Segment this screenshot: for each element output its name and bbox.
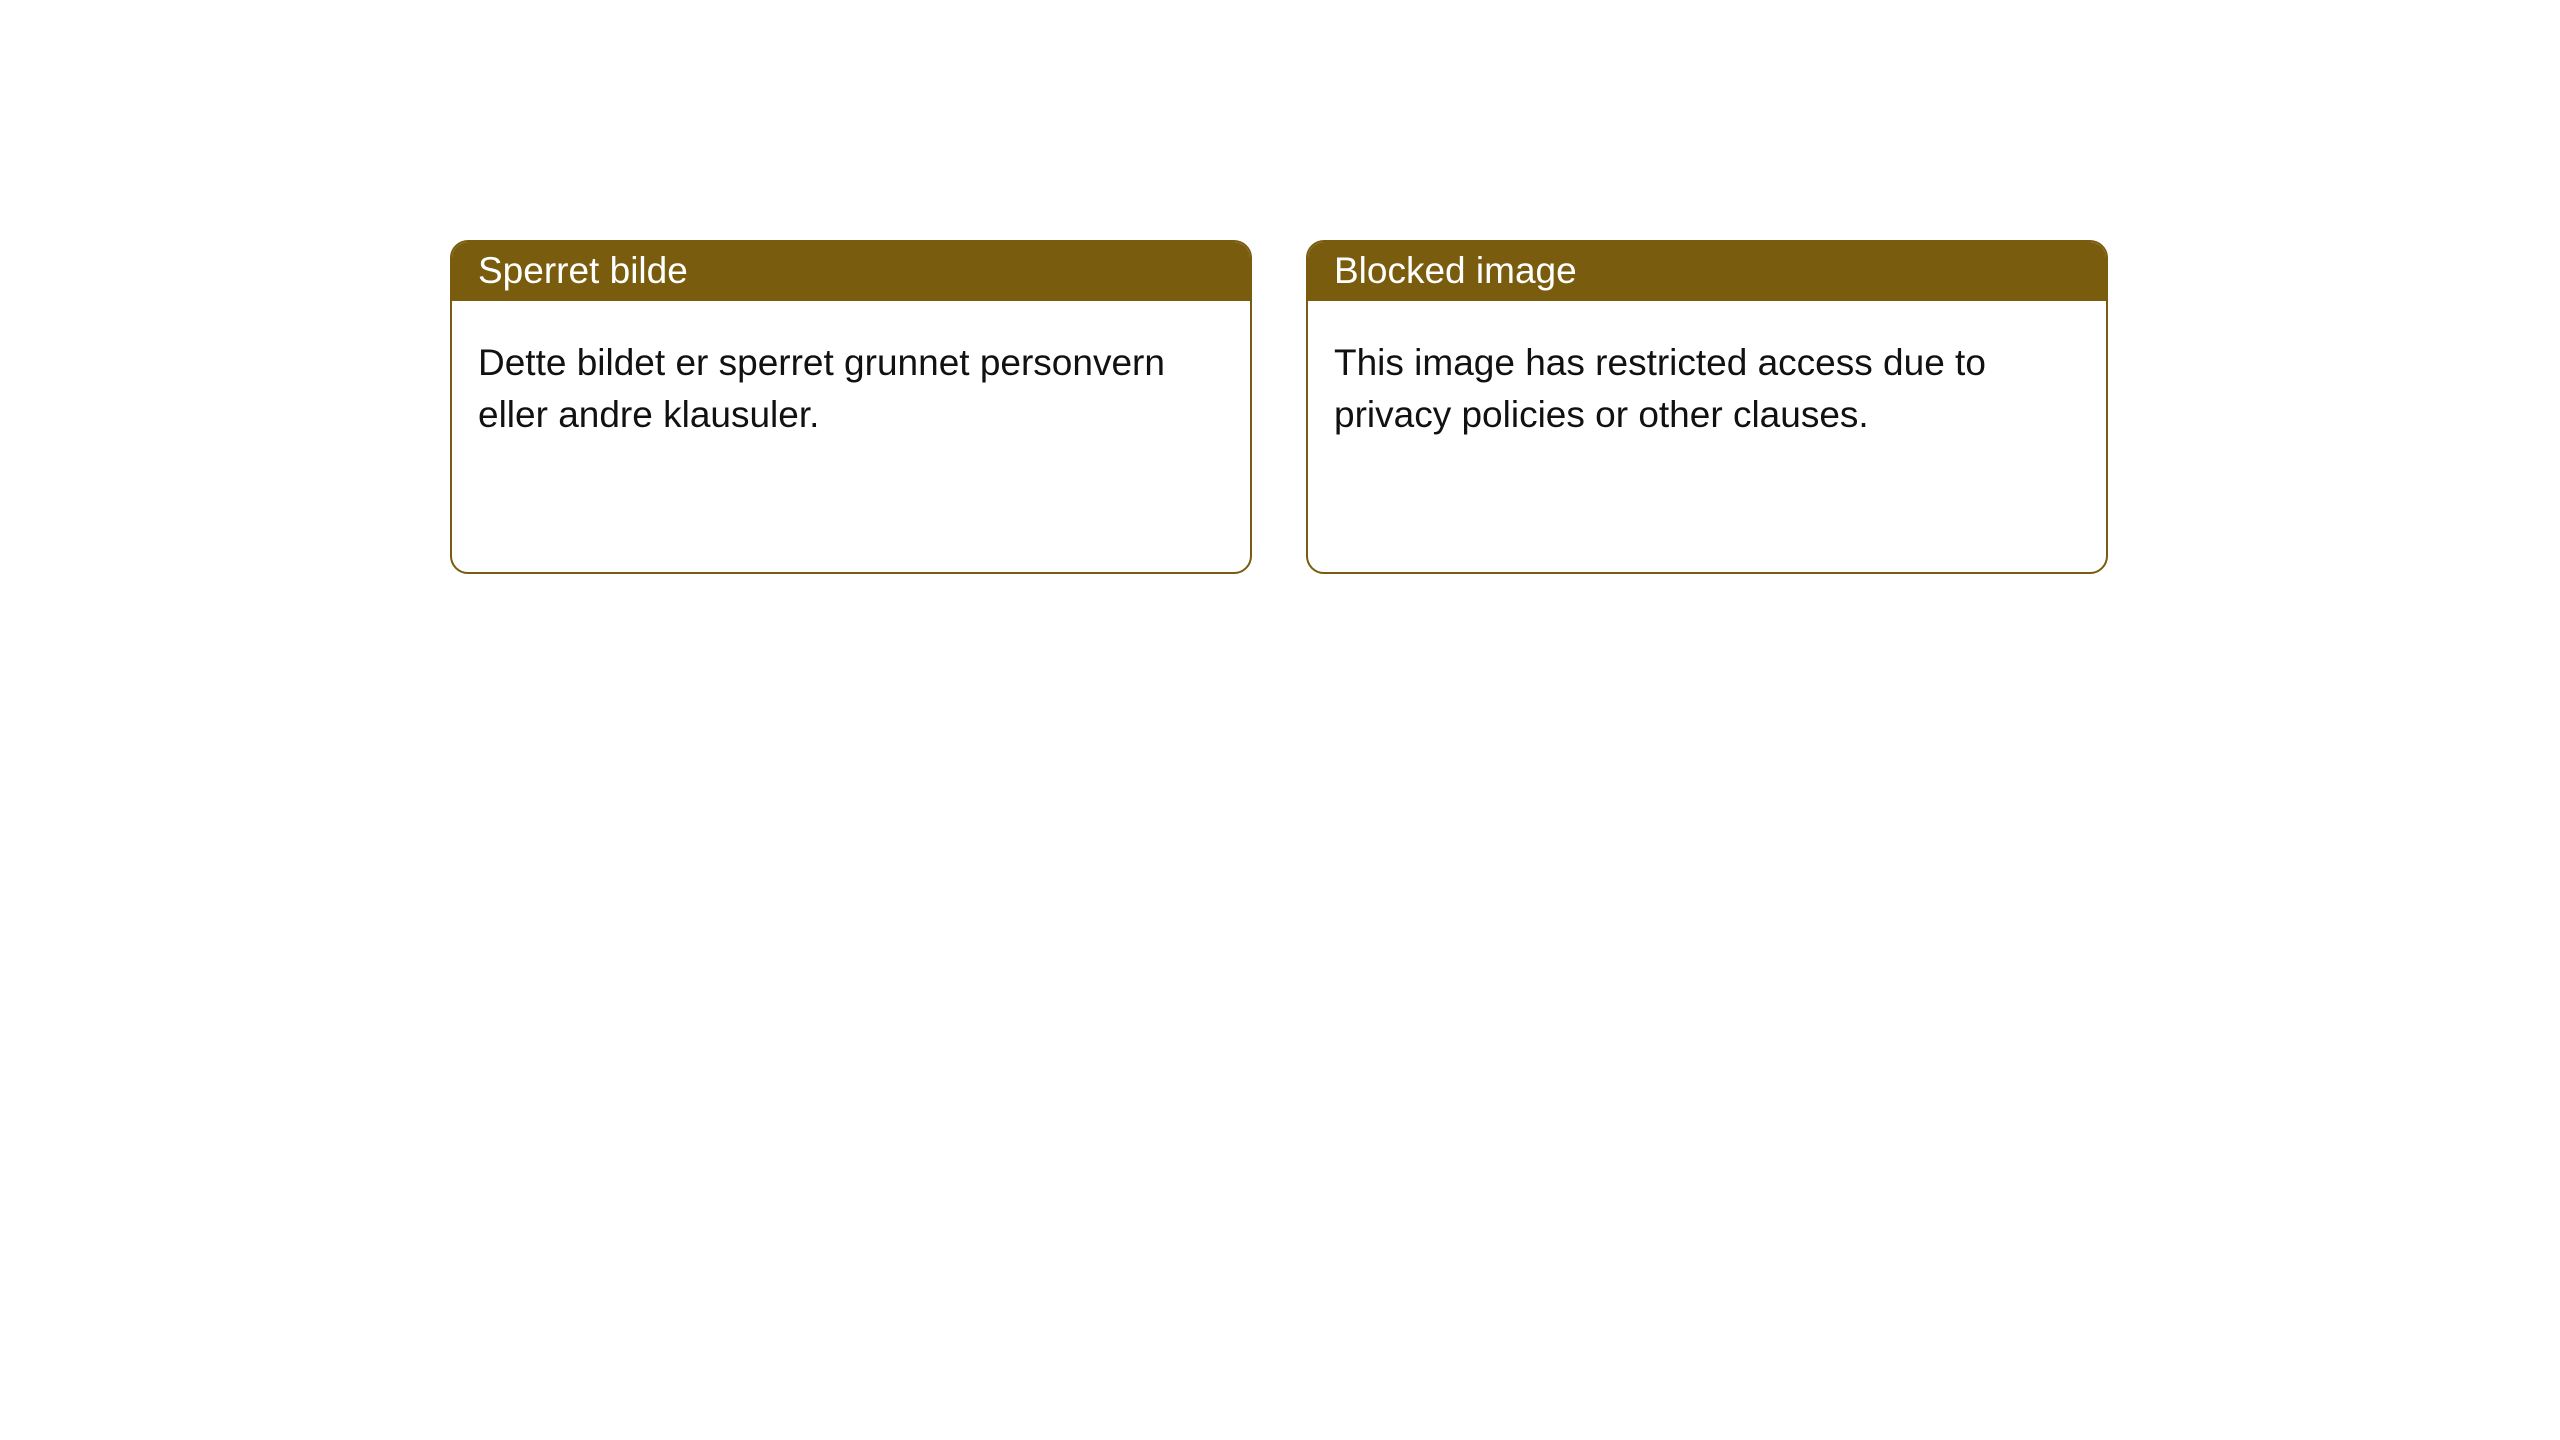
notice-header: Sperret bilde bbox=[452, 242, 1250, 301]
notice-header-text: Blocked image bbox=[1334, 250, 1577, 292]
notice-header: Blocked image bbox=[1308, 242, 2106, 301]
notice-box-norwegian: Sperret bilde Dette bildet er sperret gr… bbox=[450, 240, 1252, 574]
notice-body-text: Dette bildet er sperret grunnet personve… bbox=[478, 342, 1165, 435]
notice-body: Dette bildet er sperret grunnet personve… bbox=[452, 301, 1250, 467]
notice-container: Sperret bilde Dette bildet er sperret gr… bbox=[0, 0, 2560, 574]
notice-box-english: Blocked image This image has restricted … bbox=[1306, 240, 2108, 574]
notice-body: This image has restricted access due to … bbox=[1308, 301, 2106, 467]
notice-header-text: Sperret bilde bbox=[478, 250, 688, 292]
notice-body-text: This image has restricted access due to … bbox=[1334, 342, 1986, 435]
